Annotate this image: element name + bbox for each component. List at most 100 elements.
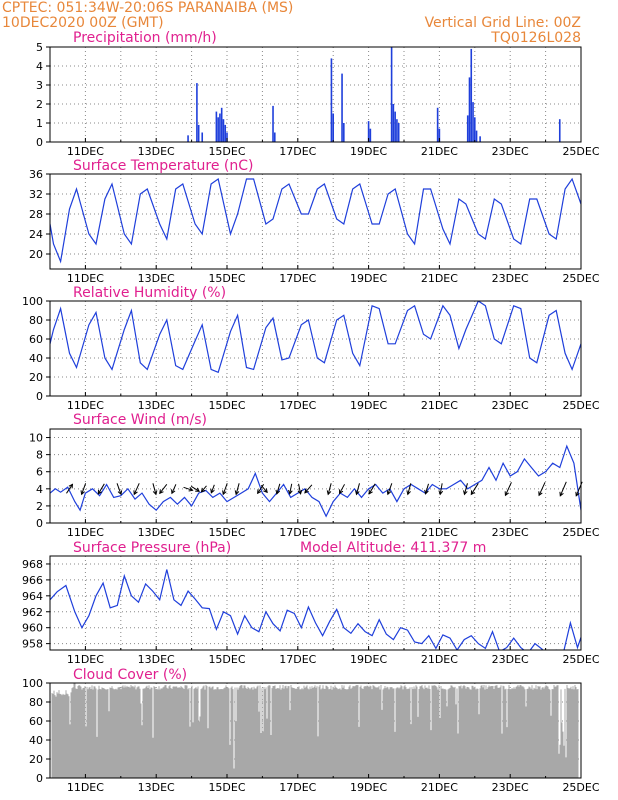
x-tick-label: 25DEC [562, 145, 599, 158]
x-tick-label: 25DEC [562, 781, 599, 794]
y-tick-label: 0 [36, 390, 43, 403]
precip-bar [272, 105, 274, 142]
precip-bar [436, 107, 439, 142]
wind-arrow [66, 483, 74, 494]
x-tick-label: 21DEC [421, 526, 458, 539]
precip-bar [217, 117, 219, 142]
x-tick-label: 15DEC [208, 145, 245, 158]
precip-title: Precipitation (mm/h) [73, 30, 217, 46]
wind-arrow [97, 483, 105, 495]
wind-arrow [424, 483, 429, 495]
precip-bar [397, 123, 400, 142]
precip-bar [475, 130, 478, 142]
x-tick-label: 13DEC [138, 781, 175, 794]
precip-bar [479, 136, 481, 142]
y-tick-label: 100 [22, 295, 43, 308]
y-tick-label: 960 [22, 622, 43, 635]
precip-bar [438, 128, 441, 142]
wind-arrow [222, 483, 228, 496]
y-tick-label: 2 [36, 500, 43, 513]
precip-bar [394, 111, 396, 142]
wind-arrow [559, 481, 567, 497]
wind-arrow [368, 483, 376, 495]
wind-arrow [80, 483, 87, 496]
humidity-frame [49, 300, 582, 397]
y-tick-label: 968 [22, 558, 43, 571]
precip-bar [330, 58, 333, 142]
y-tick-label: 60 [29, 715, 43, 728]
temperature-frame [49, 173, 582, 270]
x-tick-label: 21DEC [421, 781, 458, 794]
x-tick-label: 17DEC [279, 272, 316, 285]
x-tick-label: 21DEC [421, 399, 458, 412]
y-tick-label: 6 [36, 466, 43, 479]
precip-bar [470, 48, 473, 142]
x-tick-label: 25DEC [562, 526, 599, 539]
y-tick-label: 8 [36, 449, 43, 462]
x-tick-label: 19DEC [350, 653, 387, 666]
pressure-panel: 958 960 962 964 966 968 11DEC 13DEC 15DEC 17DEC 19… [22, 555, 600, 666]
x-tick-label: 17DEC [279, 781, 316, 794]
temperature-series-line [50, 177, 581, 264]
y-tick-label: 24 [29, 228, 43, 241]
y-tick-label: 28 [29, 208, 43, 221]
x-tick-label: 17DEC [279, 145, 316, 158]
y-tick-label: 80 [29, 314, 43, 327]
y-tick-label: 5 [36, 41, 43, 54]
y-tick-label: 0 [36, 136, 43, 149]
pressure-series-line [50, 569, 581, 650]
x-tick-label: 11DEC [67, 272, 104, 285]
x-tick-label: 15DEC [208, 653, 245, 666]
pressure-frame [49, 555, 582, 651]
wind-arrow [355, 483, 360, 496]
cloud-cover-area [51, 683, 579, 778]
precip-bar [215, 111, 218, 142]
precip-bar [466, 115, 469, 142]
wind-title: Surface Wind (m/s) [73, 412, 207, 428]
x-tick-label: 23DEC [492, 399, 529, 412]
precip-bar [197, 124, 200, 142]
pressure-title: Surface Pressure (hPa) [73, 540, 231, 556]
y-tick-label: 10 [29, 432, 43, 445]
x-tick-label: 21DEC [421, 145, 458, 158]
x-tick-label: 13DEC [138, 272, 175, 285]
y-tick-label: 20 [29, 371, 43, 384]
precip-bar [396, 119, 398, 142]
precip-bar [558, 119, 561, 142]
x-tick-label: 25DEC [562, 399, 599, 412]
x-tick-label: 23DEC [492, 526, 529, 539]
precip-bar [220, 107, 223, 142]
y-tick-label: 60 [29, 333, 43, 346]
y-tick-label: 2 [36, 98, 43, 111]
wind-series-line [50, 444, 581, 518]
precip-bar [341, 73, 343, 142]
precip-bar [222, 119, 225, 142]
humidity-series-line [50, 301, 581, 374]
x-tick-label: 23DEC [492, 781, 529, 794]
y-tick-label: 964 [22, 590, 43, 603]
cloud-title: Cloud Cover (%) [73, 667, 187, 683]
x-tick-label: 11DEC [67, 399, 104, 412]
y-tick-label: 40 [29, 734, 43, 747]
x-tick-label: 13DEC [138, 653, 175, 666]
header-line2-left: 10DEC2020 00Z (GMT) [2, 15, 164, 31]
wind-frame [49, 428, 582, 524]
precip-bar [367, 121, 370, 142]
wind-arrow [386, 483, 393, 496]
x-tick-label: 23DEC [492, 272, 529, 285]
pressure-altitude-note: Model Altitude: 411.377 m [300, 540, 486, 556]
wind-arrow [190, 485, 201, 492]
x-tick-label: 23DEC [492, 653, 529, 666]
y-tick-label: 4 [36, 483, 43, 496]
wind-arrow [326, 483, 332, 496]
x-tick-label: 11DEC [67, 781, 104, 794]
precip-frame [49, 46, 582, 143]
x-tick-label: 11DEC [67, 145, 104, 158]
y-tick-label: 36 [29, 168, 43, 181]
precip-bar [472, 102, 474, 142]
wind-arrow [171, 484, 177, 495]
header-line1-right: Vertical Grid Line: 00Z [425, 15, 581, 31]
y-tick-label: 20 [29, 248, 43, 261]
wind-panel: 0 2 4 6 8 10 11DEC 13DEC 15DEC 17DEC 19DEC 21DEC 23D… [29, 428, 600, 539]
y-tick-label: 1 [36, 117, 43, 130]
